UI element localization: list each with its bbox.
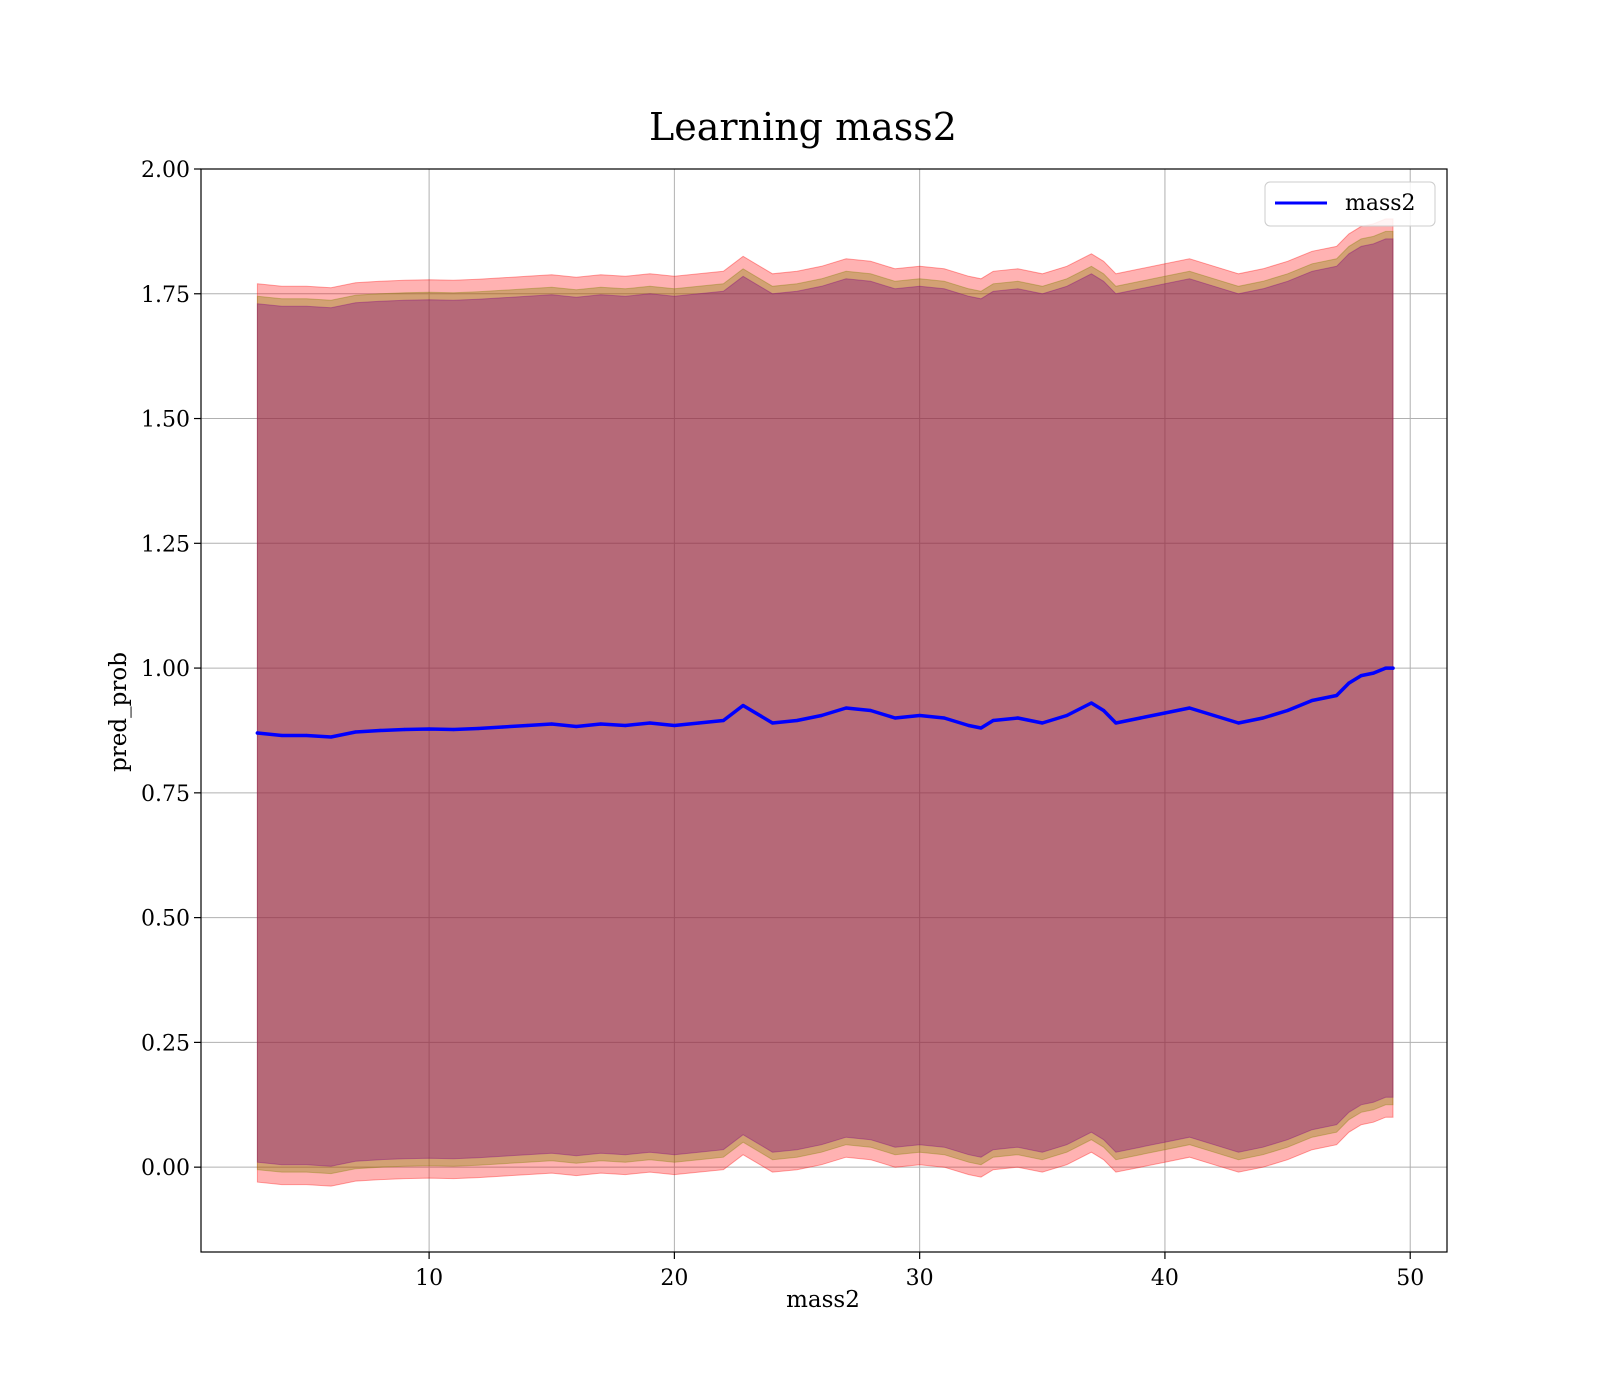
series-point-mass2 xyxy=(1114,721,1118,725)
legend-entry-mass2: mass2 xyxy=(1345,191,1416,216)
series-point-mass2 xyxy=(525,723,529,728)
series-point-mass2 xyxy=(1102,708,1106,713)
plot-frame xyxy=(200,168,1448,1253)
series-point-mass2 xyxy=(1371,671,1376,675)
series-point-mass2 xyxy=(979,726,983,730)
y-tick-label: 1.50 xyxy=(141,408,190,433)
series-point-mass2 xyxy=(427,727,431,731)
series-point-mass2 xyxy=(869,708,873,713)
x-tick-label: 10 xyxy=(415,1266,443,1291)
series-point-mass2 xyxy=(770,721,775,725)
series-point-mass2 xyxy=(402,727,407,732)
x-tick-label: 20 xyxy=(660,1266,688,1291)
series-point-mass2 xyxy=(672,723,676,728)
series-point-mass2 xyxy=(1285,708,1290,713)
series-point-mass2 xyxy=(1040,721,1044,725)
y-tick-label: 1.00 xyxy=(141,657,190,682)
y-tick-label: 0.00 xyxy=(141,1156,190,1181)
series-point-mass2 xyxy=(1163,711,1167,715)
y-tick-label: 1.75 xyxy=(141,283,190,308)
series-point-mass2 xyxy=(819,713,824,718)
y-axis-ticks: 0.00 0.25 0.50 0.75 1.00 1.25 1.50 1.75 2.00 xyxy=(141,158,201,1181)
series-point-mass2 xyxy=(1384,666,1388,670)
uncertainty-bands xyxy=(256,218,1394,1187)
series-point-mass2 xyxy=(255,731,260,735)
series-point-mass2 xyxy=(967,723,971,728)
series-point-mass2 xyxy=(1187,706,1192,710)
series-point-mass2 xyxy=(378,728,382,733)
series-point-mass2 xyxy=(1391,666,1395,670)
series-point-mass2 xyxy=(1212,713,1216,718)
series-point-mass2 xyxy=(1016,716,1020,720)
x-axis-ticks: 10 20 30 40 50 xyxy=(415,1252,1424,1291)
uncertainty-band-1 xyxy=(256,230,1394,1175)
y-tick-label: 0.25 xyxy=(141,1031,190,1056)
series-point-mass2 xyxy=(741,703,745,708)
y-axis-label: pred_prob xyxy=(106,652,132,772)
series-point-mass2 xyxy=(1138,716,1143,720)
series-point-mass2 xyxy=(844,706,848,710)
y-tick-label: 2.00 xyxy=(141,158,190,183)
legend-box xyxy=(1264,181,1436,227)
uncertainty-band-0 xyxy=(256,218,1394,1187)
series-point-mass2 xyxy=(795,718,799,723)
y-tick-label: 1.25 xyxy=(141,532,190,557)
series-point-mass2 xyxy=(1359,673,1363,678)
series-point-mass2 xyxy=(697,721,701,725)
series-point-mass2 xyxy=(1335,693,1339,698)
series-point-mass2 xyxy=(599,722,603,726)
series-point-mass2 xyxy=(721,718,726,723)
series-point-mass2 xyxy=(623,723,627,728)
series-point-mass2 xyxy=(280,733,284,738)
series-point-mass2 xyxy=(991,718,995,723)
series-point-mass2 xyxy=(501,725,505,729)
series-point-mass2 xyxy=(329,735,333,739)
series-point-mass2 xyxy=(574,724,578,729)
series-point-mass2 xyxy=(304,733,309,738)
y-tick-label: 0.50 xyxy=(141,907,190,932)
y-tick-label: 0.75 xyxy=(141,782,190,807)
series-point-mass2 xyxy=(550,722,554,726)
series-point-mass2 xyxy=(353,730,358,734)
series-point-mass2 xyxy=(648,721,652,725)
series-point-mass2 xyxy=(452,727,456,732)
uncertainty-band-2 xyxy=(256,238,1394,1167)
series-point-mass2 xyxy=(1261,716,1265,720)
x-tick-label: 50 xyxy=(1396,1266,1424,1291)
series-line-mass2 xyxy=(255,666,1395,739)
series-point-mass2 xyxy=(893,716,897,720)
series-point-mass2 xyxy=(918,713,922,718)
series-point-mass2 xyxy=(1065,713,1069,718)
series-point-mass2 xyxy=(942,716,946,720)
x-axis-label: mass2 xyxy=(786,1287,860,1313)
legend: mass2 xyxy=(1264,181,1436,227)
x-tick-label: 30 xyxy=(906,1266,934,1291)
series-point-mass2 xyxy=(1310,698,1314,703)
x-tick-label: 40 xyxy=(1151,1266,1179,1291)
series-point-mass2 xyxy=(1089,701,1093,705)
chart-title: Learning mass2 xyxy=(649,105,957,149)
series-point-mass2 xyxy=(1347,681,1351,685)
series-point-mass2 xyxy=(1236,721,1241,725)
series-point-mass2 xyxy=(476,726,480,731)
series-lines xyxy=(255,666,1395,739)
